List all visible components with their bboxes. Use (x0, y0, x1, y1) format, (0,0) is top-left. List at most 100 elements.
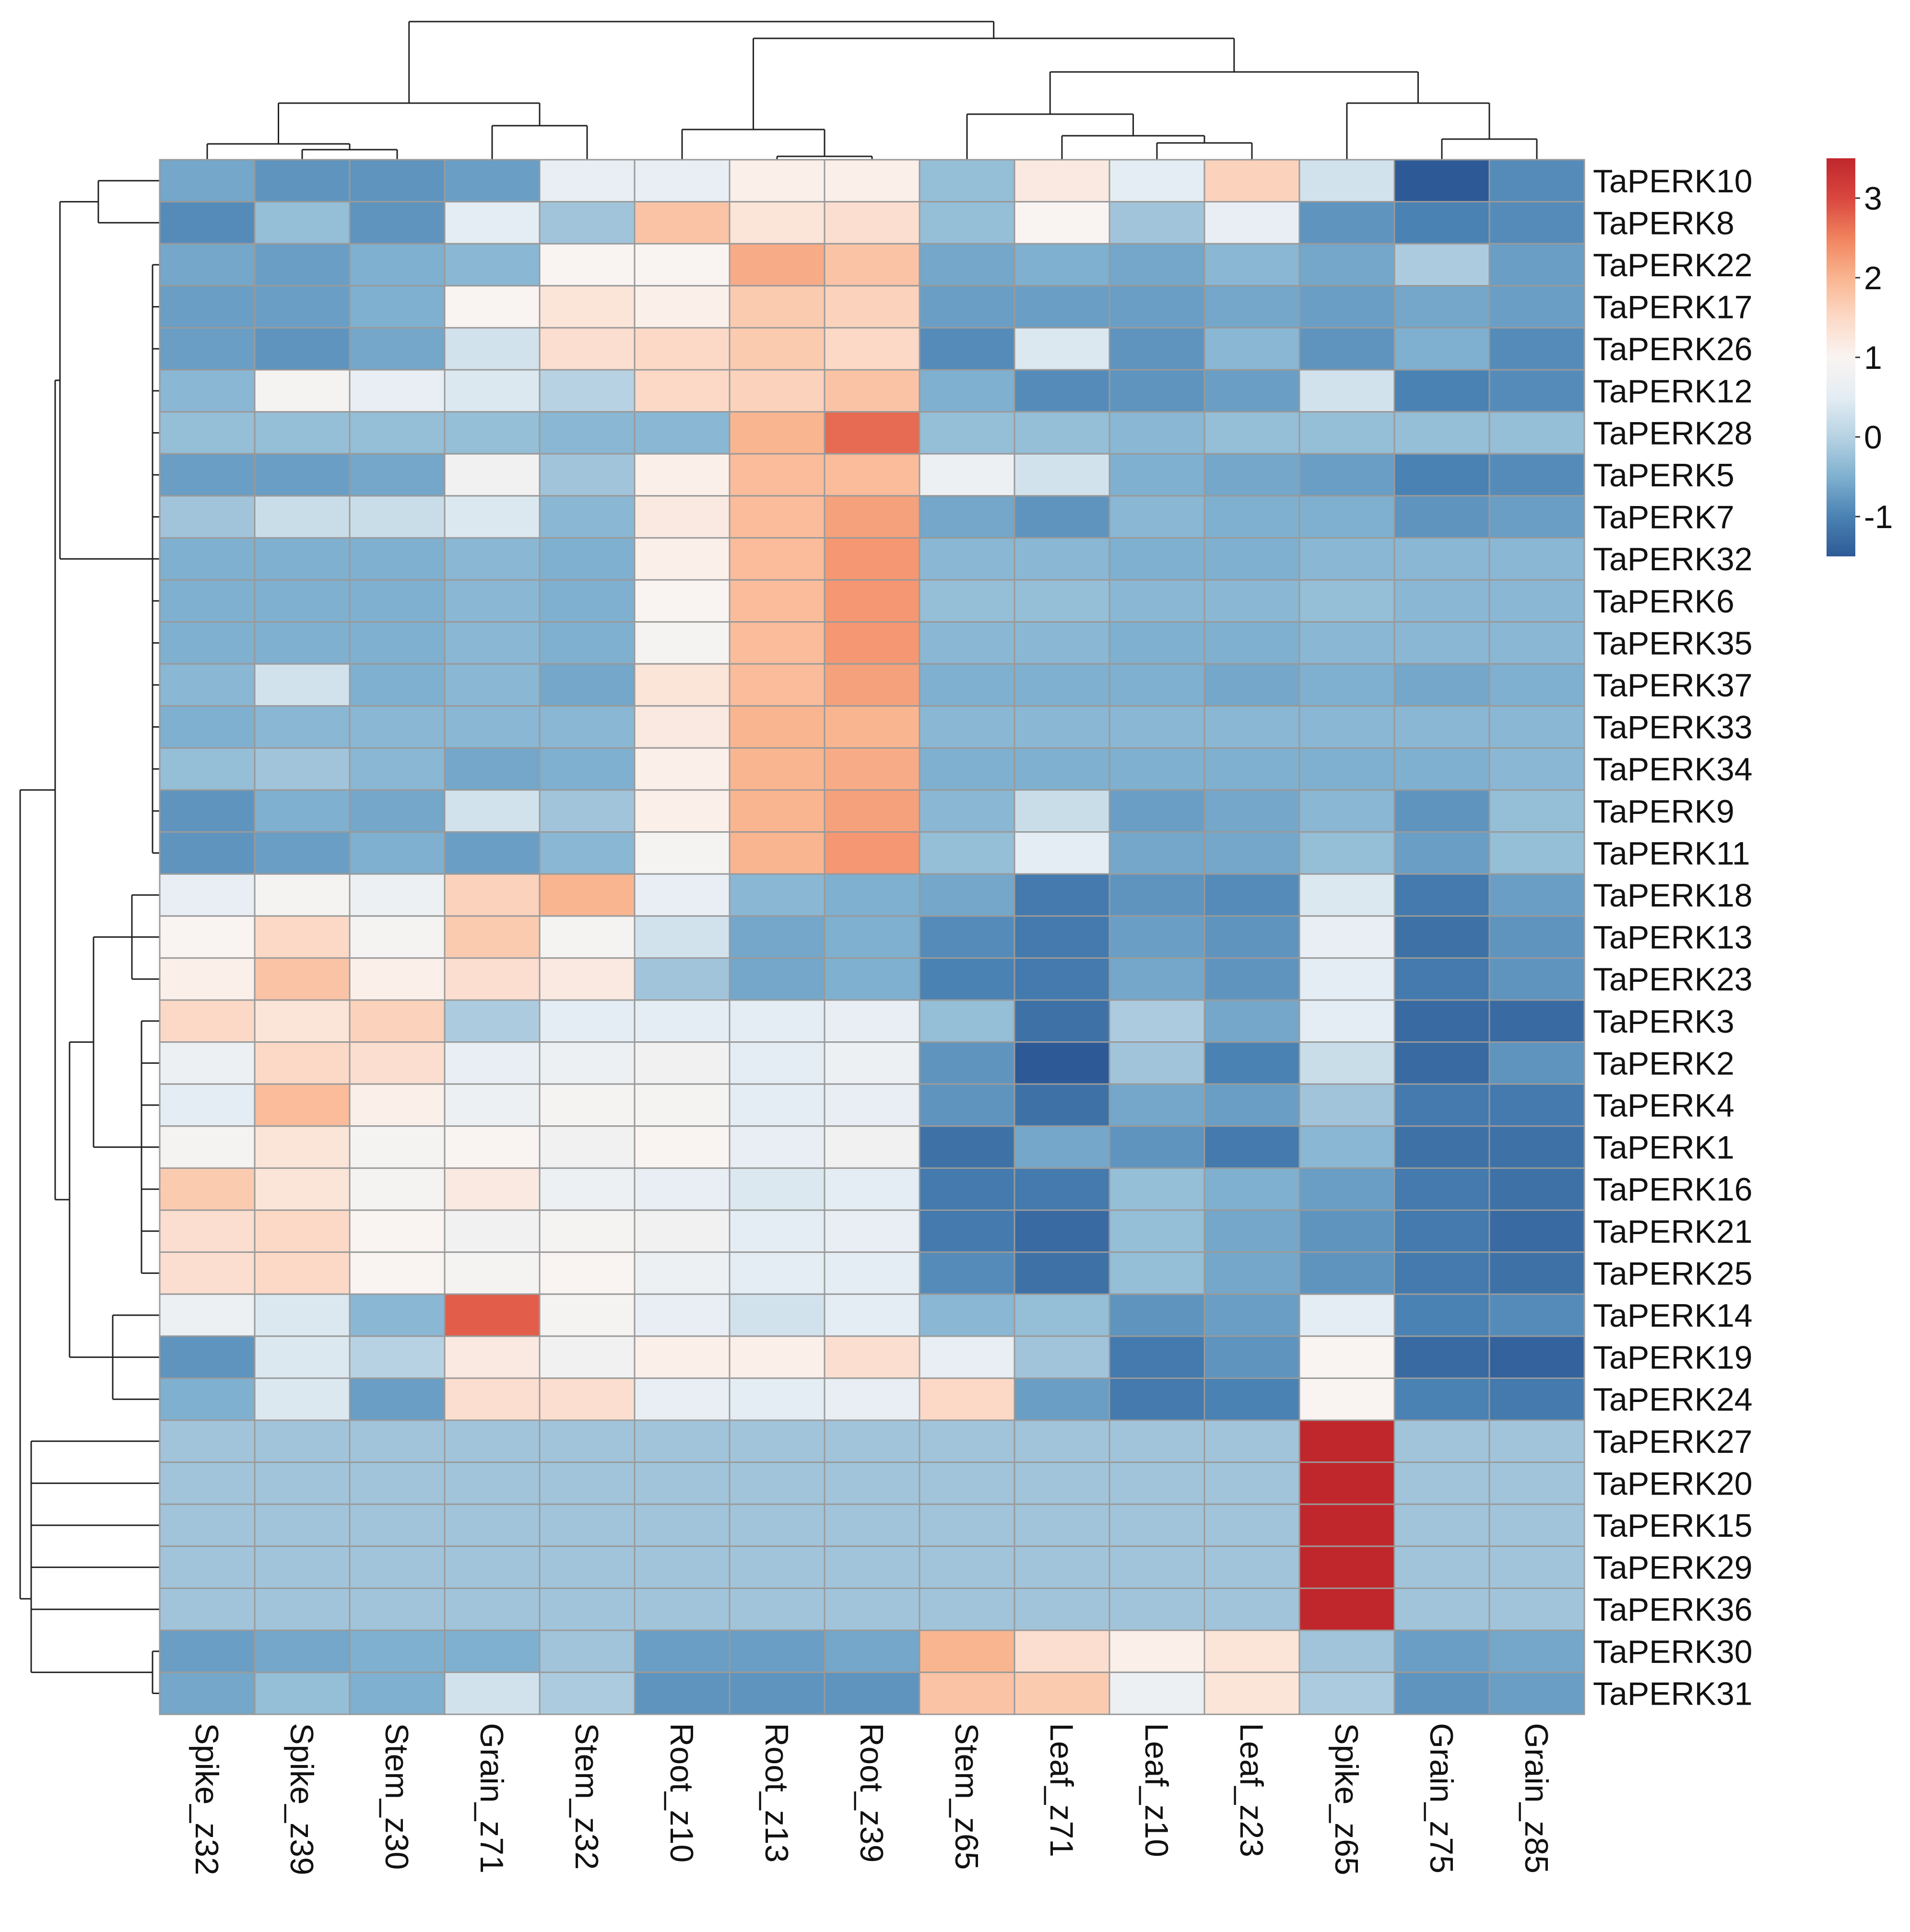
heatmap-cell (444, 705, 541, 749)
heatmap-cell (1108, 1167, 1205, 1211)
heatmap-cell (824, 873, 920, 917)
column-label: Stem_z65 (948, 1723, 985, 1870)
heatmap-cell (1108, 369, 1205, 413)
heatmap-cell (1203, 1672, 1300, 1715)
heatmap-cell (1014, 1251, 1110, 1295)
heatmap-cell (539, 999, 636, 1043)
heatmap-cell (919, 621, 1015, 665)
heatmap-cell (539, 1209, 636, 1253)
heatmap-cell (444, 243, 541, 287)
heatmap-cell (1298, 663, 1395, 707)
heatmap-cell (539, 453, 636, 497)
heatmap-cell (1393, 705, 1490, 749)
heatmap-cell (539, 1419, 636, 1463)
heatmap-cell (1488, 1587, 1585, 1631)
heatmap-cell (1488, 621, 1585, 665)
heatmap-cell (824, 1461, 920, 1505)
heatmap-cell (444, 1083, 541, 1127)
heatmap-cell (1014, 159, 1110, 203)
heatmap-cell (1393, 1167, 1490, 1211)
heatmap-cell (824, 1041, 920, 1085)
heatmap-cell (1014, 411, 1110, 455)
heatmap-cell (444, 621, 541, 665)
heatmap-cell (1393, 999, 1490, 1043)
heatmap-cell (824, 705, 920, 749)
column-label: Root_z39 (853, 1723, 890, 1862)
heatmap-cell (729, 1335, 825, 1379)
heatmap-cell (539, 957, 636, 1001)
heatmap-cell (349, 369, 446, 413)
heatmap-cell (539, 537, 636, 581)
heatmap-cell (634, 411, 731, 455)
heatmap-cell (1488, 831, 1585, 875)
heatmap-cell (824, 159, 920, 203)
heatmap-cell (444, 1209, 541, 1253)
heatmap-cell (349, 1335, 446, 1379)
row-label: TaPERK29 (1593, 1550, 1753, 1586)
heatmap-cell (729, 369, 825, 413)
heatmap-cell (824, 1083, 920, 1127)
heatmap-cell (729, 579, 825, 623)
heatmap-cell (729, 621, 825, 665)
heatmap-cell (824, 537, 920, 581)
heatmap-cell (634, 999, 731, 1043)
heatmap-cell (1488, 495, 1585, 539)
heatmap-cell (1203, 1629, 1300, 1673)
heatmap-cell (1203, 495, 1300, 539)
heatmap-cell (444, 1167, 541, 1211)
heatmap-cell (349, 705, 446, 749)
heatmap-cell (824, 663, 920, 707)
heatmap-cell (729, 957, 825, 1001)
heatmap-cell (1488, 159, 1585, 203)
heatmap-cell (1108, 747, 1205, 791)
heatmap-cell (919, 159, 1015, 203)
heatmap-cell (159, 285, 256, 329)
row-label: TaPERK31 (1593, 1675, 1753, 1712)
heatmap-cell (1298, 999, 1395, 1043)
heatmap-cell (444, 1587, 541, 1631)
heatmap-cell (634, 621, 731, 665)
heatmap-cell (634, 1083, 731, 1127)
heatmap-cell (254, 1545, 351, 1589)
heatmap-cell (1488, 453, 1585, 497)
heatmap-cell (634, 285, 731, 329)
heatmap-cell (254, 1587, 351, 1631)
heatmap-cell (919, 1041, 1015, 1085)
heatmap-cell (1393, 663, 1490, 707)
heatmap-cell (634, 1293, 731, 1337)
heatmap-cell (1393, 747, 1490, 791)
heatmap-cell (349, 873, 446, 917)
heatmap-cell (539, 621, 636, 665)
heatmap-cell (349, 1251, 446, 1295)
heatmap-cell (824, 1587, 920, 1631)
heatmap-cell (254, 663, 351, 707)
heatmap-cell (1108, 789, 1205, 833)
heatmap-cell (539, 1293, 636, 1337)
heatmap-cell (919, 1293, 1015, 1337)
heatmap-cell (159, 1209, 256, 1253)
heatmap-cell (1488, 747, 1585, 791)
heatmap-cell (254, 1251, 351, 1295)
heatmap-cell (1298, 159, 1395, 203)
heatmap-cell (824, 957, 920, 1001)
heatmap-cell (634, 453, 731, 497)
heatmap-cell (1298, 1167, 1395, 1211)
heatmap-cell (634, 663, 731, 707)
heatmap-cell (539, 579, 636, 623)
heatmap-cell (1014, 1041, 1110, 1085)
heatmap-cell (254, 831, 351, 875)
heatmap-cell (1298, 369, 1395, 413)
heatmap-cell (1108, 1041, 1205, 1085)
heatmap-cell (1108, 1377, 1205, 1421)
heatmap-cell (159, 999, 256, 1043)
heatmap-cell (539, 159, 636, 203)
heatmap-cell (444, 579, 541, 623)
heatmap-cell (729, 1167, 825, 1211)
heatmap-cell (1393, 411, 1490, 455)
heatmap-cell (1014, 1419, 1110, 1463)
heatmap-cell (254, 579, 351, 623)
column-label: Grain_z85 (1518, 1723, 1555, 1873)
heatmap-cell (729, 285, 825, 329)
column-labels: Spike_z32 Spike_z39 Stem_z30 Grain_z71 Stem_… (189, 1723, 1555, 1875)
heatmap-cell (1298, 1041, 1395, 1085)
